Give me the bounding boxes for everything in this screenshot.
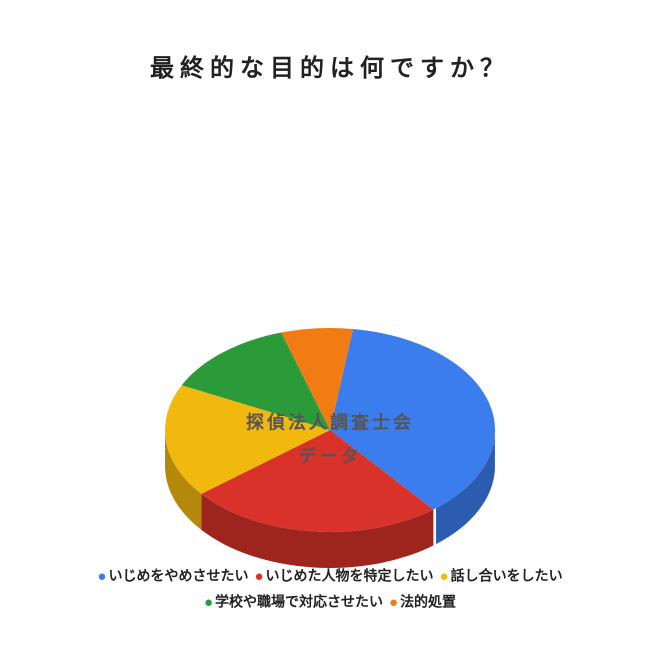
legend: ●いじめをやめさせたい●いじめた人物を特定したい●話し合いをしたい●学校や職場で… <box>0 564 660 615</box>
legend-item: ●いじめをやめさせたい <box>97 564 248 590</box>
legend-label: 法的処置 <box>400 593 456 609</box>
legend-label: 話し合いをしたい <box>451 567 563 583</box>
legend-bullet: ● <box>440 568 449 585</box>
legend-item: ●話し合いをしたい <box>440 564 563 590</box>
legend-label: いじめをやめさせたい <box>108 567 248 583</box>
legend-item: ●法的処置 <box>389 590 456 616</box>
legend-item: ●学校や職場で対応させたい <box>204 590 383 616</box>
legend-bullet: ● <box>97 568 106 585</box>
legend-bullet: ● <box>389 594 398 611</box>
legend-label: 学校や職場で対応させたい <box>215 593 383 609</box>
legend-item: ●いじめた人物を特定したい <box>254 564 433 590</box>
legend-label: いじめた人物を特定したい <box>266 567 434 583</box>
chart-title: 最終的な目的は何ですか？ <box>0 0 660 83</box>
legend-bullet: ● <box>204 594 213 611</box>
pie-chart: 探偵法人調査士会 データ <box>160 320 500 580</box>
legend-bullet: ● <box>254 568 263 585</box>
